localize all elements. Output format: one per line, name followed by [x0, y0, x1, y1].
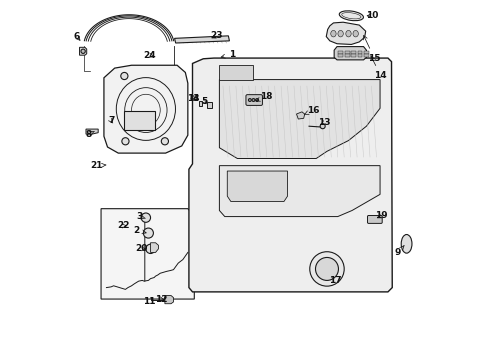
Text: 14: 14 [370, 56, 386, 80]
Polygon shape [161, 69, 169, 77]
Ellipse shape [400, 234, 411, 253]
Text: 13: 13 [187, 94, 200, 103]
Circle shape [122, 138, 129, 145]
Text: 5: 5 [201, 97, 207, 106]
Bar [357, 54, 362, 57]
Circle shape [251, 99, 254, 102]
Circle shape [143, 228, 153, 238]
Polygon shape [207, 102, 211, 108]
Text: 11: 11 [143, 297, 155, 306]
Text: 6: 6 [73, 32, 80, 41]
Polygon shape [333, 46, 366, 60]
Text: 23: 23 [210, 31, 223, 40]
Text: 12: 12 [155, 294, 167, 303]
Circle shape [141, 213, 150, 222]
Text: 17: 17 [328, 276, 341, 285]
Ellipse shape [337, 31, 343, 37]
Bar [219, 64, 253, 80]
Polygon shape [325, 22, 365, 44]
Text: 9: 9 [394, 246, 403, 257]
Text: 7: 7 [108, 116, 114, 125]
Text: 16: 16 [304, 105, 319, 114]
Bar [364, 50, 368, 54]
Bar [351, 50, 355, 54]
FancyBboxPatch shape [367, 216, 382, 224]
Text: 8: 8 [85, 130, 94, 139]
Text: 22: 22 [117, 221, 129, 230]
Polygon shape [80, 47, 86, 55]
Circle shape [81, 49, 85, 53]
Polygon shape [199, 101, 202, 106]
Bar [357, 50, 362, 54]
Text: 20: 20 [135, 244, 147, 253]
Polygon shape [188, 58, 391, 292]
Circle shape [121, 72, 128, 80]
Text: 21: 21 [90, 161, 106, 170]
FancyBboxPatch shape [245, 95, 262, 105]
Circle shape [145, 244, 155, 253]
Bar [344, 54, 349, 57]
Ellipse shape [352, 31, 358, 37]
Circle shape [315, 257, 338, 280]
Polygon shape [104, 65, 187, 153]
Bar [344, 50, 349, 54]
Text: 3: 3 [136, 212, 145, 221]
Polygon shape [219, 166, 379, 217]
Text: 19: 19 [374, 211, 387, 220]
Text: 13: 13 [317, 118, 330, 127]
Bar [338, 54, 343, 57]
Text: 2: 2 [133, 226, 146, 235]
Bar [124, 111, 155, 130]
Polygon shape [174, 36, 229, 43]
Bar [364, 54, 368, 57]
Polygon shape [86, 129, 98, 134]
Text: 10: 10 [365, 11, 377, 20]
Polygon shape [296, 112, 304, 119]
Polygon shape [227, 171, 287, 202]
Circle shape [255, 99, 258, 102]
Polygon shape [101, 209, 194, 299]
Polygon shape [219, 80, 379, 158]
Ellipse shape [330, 31, 335, 37]
Ellipse shape [339, 11, 363, 21]
Text: 4: 4 [192, 94, 199, 103]
Circle shape [309, 252, 344, 286]
Ellipse shape [345, 31, 350, 37]
Text: 1: 1 [221, 50, 235, 59]
Circle shape [161, 138, 168, 145]
Bar [338, 50, 343, 54]
Circle shape [248, 99, 251, 102]
Text: 15: 15 [363, 36, 380, 63]
Polygon shape [164, 296, 173, 304]
Text: 24: 24 [143, 51, 156, 60]
Bar [351, 54, 355, 57]
Polygon shape [112, 123, 117, 127]
Text: 18: 18 [256, 92, 272, 101]
Polygon shape [150, 243, 158, 252]
Circle shape [320, 124, 325, 129]
